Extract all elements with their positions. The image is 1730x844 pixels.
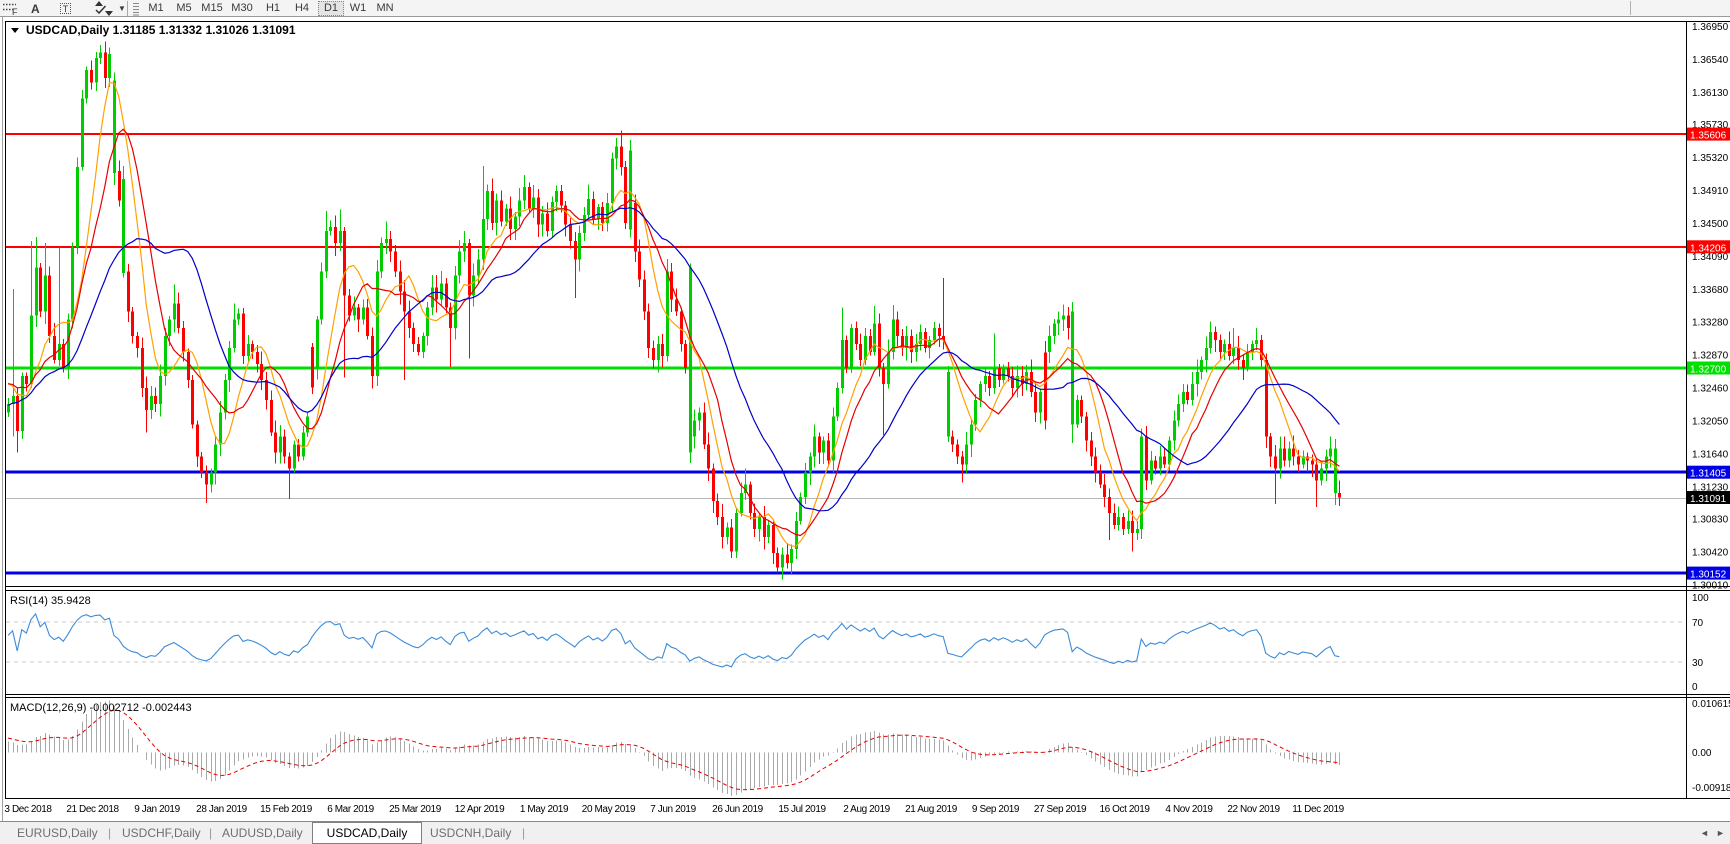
svg-text:12 Apr 2019: 12 Apr 2019 xyxy=(455,804,505,815)
svg-text:1.34500: 1.34500 xyxy=(1692,219,1729,230)
svg-text:21 Dec 2018: 21 Dec 2018 xyxy=(66,804,119,815)
svg-text:4 Nov 2019: 4 Nov 2019 xyxy=(1165,804,1213,815)
svg-text:1.35606: 1.35606 xyxy=(1690,131,1727,142)
svg-text:16 Oct 2019: 16 Oct 2019 xyxy=(1099,804,1150,815)
svg-text:1 May 2019: 1 May 2019 xyxy=(520,804,569,815)
svg-text:11 Dec 2019: 11 Dec 2019 xyxy=(1292,804,1344,815)
svg-text:RSI(14) 35.9428: RSI(14) 35.9428 xyxy=(10,595,91,607)
svg-text:30: 30 xyxy=(1692,658,1704,669)
svg-text:15 Jul 2019: 15 Jul 2019 xyxy=(778,804,826,815)
svg-text:1.30152: 1.30152 xyxy=(1690,570,1727,581)
svg-text:9 Sep 2019: 9 Sep 2019 xyxy=(972,804,1020,815)
svg-text:1.31091: 1.31091 xyxy=(1690,494,1727,505)
svg-text:F: F xyxy=(12,7,18,16)
svg-text:1.34206: 1.34206 xyxy=(1690,243,1727,254)
svg-text:0.010615: 0.010615 xyxy=(1692,699,1730,710)
svg-text:20 May 2019: 20 May 2019 xyxy=(582,804,636,815)
svg-text:2 Aug 2019: 2 Aug 2019 xyxy=(843,804,890,815)
svg-text:1.36950: 1.36950 xyxy=(1692,22,1729,33)
svg-text:1.30420: 1.30420 xyxy=(1692,548,1729,559)
svg-text:1.31640: 1.31640 xyxy=(1692,449,1729,460)
svg-text:9 Jan 2019: 9 Jan 2019 xyxy=(134,804,180,815)
svg-text:25 Mar 2019: 25 Mar 2019 xyxy=(389,804,442,815)
svg-text:USDCAD,Daily 1.31185 1.31332: USDCAD,Daily 1.31185 1.31332 1.31026 1.3… xyxy=(26,23,296,37)
svg-text:1.31405: 1.31405 xyxy=(1690,469,1727,480)
svg-text:1.30830: 1.30830 xyxy=(1692,515,1729,526)
svg-text:22 Nov 2019: 22 Nov 2019 xyxy=(1227,804,1280,815)
svg-text:1.31230: 1.31230 xyxy=(1692,482,1729,493)
svg-text:1.36130: 1.36130 xyxy=(1692,88,1729,99)
svg-text:1.32050: 1.32050 xyxy=(1692,416,1729,427)
svg-text:1.32460: 1.32460 xyxy=(1692,383,1729,394)
svg-text:3 Dec 2018: 3 Dec 2018 xyxy=(4,804,52,815)
svg-text:MACD(12,26,9) -0.002712 -0.002: MACD(12,26,9) -0.002712 -0.002443 xyxy=(10,702,192,714)
svg-text:1.33680: 1.33680 xyxy=(1692,285,1729,296)
svg-text:27 Sep 2019: 27 Sep 2019 xyxy=(1034,804,1087,815)
svg-text:0.00: 0.00 xyxy=(1692,748,1712,759)
svg-text:100: 100 xyxy=(1692,593,1709,604)
svg-text:21 Aug 2019: 21 Aug 2019 xyxy=(905,804,958,815)
svg-text:1.30010: 1.30010 xyxy=(1692,581,1729,592)
svg-text:1.33280: 1.33280 xyxy=(1692,317,1729,328)
svg-text:-0.009181: -0.009181 xyxy=(1692,783,1730,794)
svg-text:1.35320: 1.35320 xyxy=(1692,153,1729,164)
svg-text:1.32870: 1.32870 xyxy=(1692,350,1729,361)
svg-text:1.35730: 1.35730 xyxy=(1692,120,1729,131)
svg-text:28 Jan 2019: 28 Jan 2019 xyxy=(196,804,247,815)
svg-text:15 Feb 2019: 15 Feb 2019 xyxy=(260,804,313,815)
svg-text:1.32700: 1.32700 xyxy=(1690,365,1727,376)
svg-text:0: 0 xyxy=(1692,682,1698,693)
svg-text:1.34090: 1.34090 xyxy=(1692,252,1729,263)
svg-text:26 Jun 2019: 26 Jun 2019 xyxy=(712,804,763,815)
svg-text:7 Jun 2019: 7 Jun 2019 xyxy=(650,804,696,815)
svg-text:70: 70 xyxy=(1692,618,1704,629)
svg-text:6 Mar 2019: 6 Mar 2019 xyxy=(327,804,374,815)
svg-text:1.34910: 1.34910 xyxy=(1692,186,1729,197)
svg-text:1.36540: 1.36540 xyxy=(1692,55,1729,66)
